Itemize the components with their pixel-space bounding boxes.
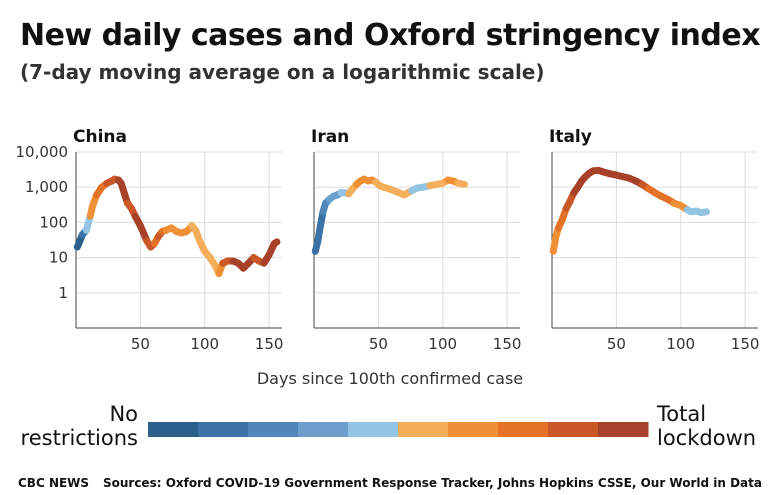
legend-color-scale [148, 422, 649, 437]
legend-swatch [398, 422, 449, 437]
x-tick-label: 100 [190, 335, 219, 353]
legend-low-label-line1: No [109, 402, 138, 426]
x-tick-label: 50 [369, 335, 388, 353]
panel-title: China [73, 127, 127, 147]
legend-low-label-line2: restrictions [21, 426, 138, 450]
x-tick-label: 150 [493, 335, 522, 353]
y-tick-label: 1,000 [25, 178, 68, 196]
panel-italy: Italy 50 100 150 [549, 127, 759, 353]
panel-title: Italy [549, 127, 592, 147]
x-tick-label: 50 [607, 335, 626, 353]
legend-swatch [498, 422, 549, 437]
x-tick-label: 100 [666, 335, 695, 353]
chart-subtitle: (7-day moving average on a logarithmic s… [20, 60, 545, 84]
legend-swatch [448, 422, 499, 437]
legend-swatch [198, 422, 249, 437]
series-segment [454, 179, 469, 188]
x-tick-label: 50 [131, 335, 150, 353]
panels-group: China 1 10 100 1,000 10,000 50 100 150 Iran 50 100 1… [16, 127, 760, 353]
legend-swatch [598, 422, 649, 437]
legend-high-label-line2: lockdown [657, 426, 756, 450]
stringency-legend: No restrictions Total lockdown [21, 402, 757, 450]
legend-swatch [548, 422, 599, 437]
legend-swatch [298, 422, 349, 437]
panel-china: China 1 10 100 1,000 10,000 50 100 150 [16, 127, 284, 353]
y-tick-label: 10 [49, 249, 68, 267]
legend-swatch [148, 422, 199, 437]
legend-swatch [248, 422, 299, 437]
y-tick-label: 10,000 [16, 143, 69, 161]
legend-swatch [348, 422, 399, 437]
x-tick-label: 150 [255, 335, 284, 353]
panel-title: Iran [311, 127, 349, 147]
x-tick-label: 100 [428, 335, 457, 353]
y-tick-label: 1 [58, 284, 68, 302]
panel-iran: Iran 50 100 150 [311, 127, 521, 353]
x-axis-label: Days since 100th confirmed case [257, 369, 523, 388]
x-tick-label: 150 [731, 335, 760, 353]
y-tick-label: 100 [39, 213, 68, 231]
chart-title: New daily cases and Oxford stringency in… [20, 18, 761, 53]
brand-label: CBC NEWS [18, 476, 89, 490]
legend-high-label-line1: Total [656, 402, 706, 426]
series-segment [697, 208, 710, 217]
series-segment [270, 238, 281, 248]
sources-text: Sources: Oxford COVID-19 Government Resp… [103, 476, 762, 490]
